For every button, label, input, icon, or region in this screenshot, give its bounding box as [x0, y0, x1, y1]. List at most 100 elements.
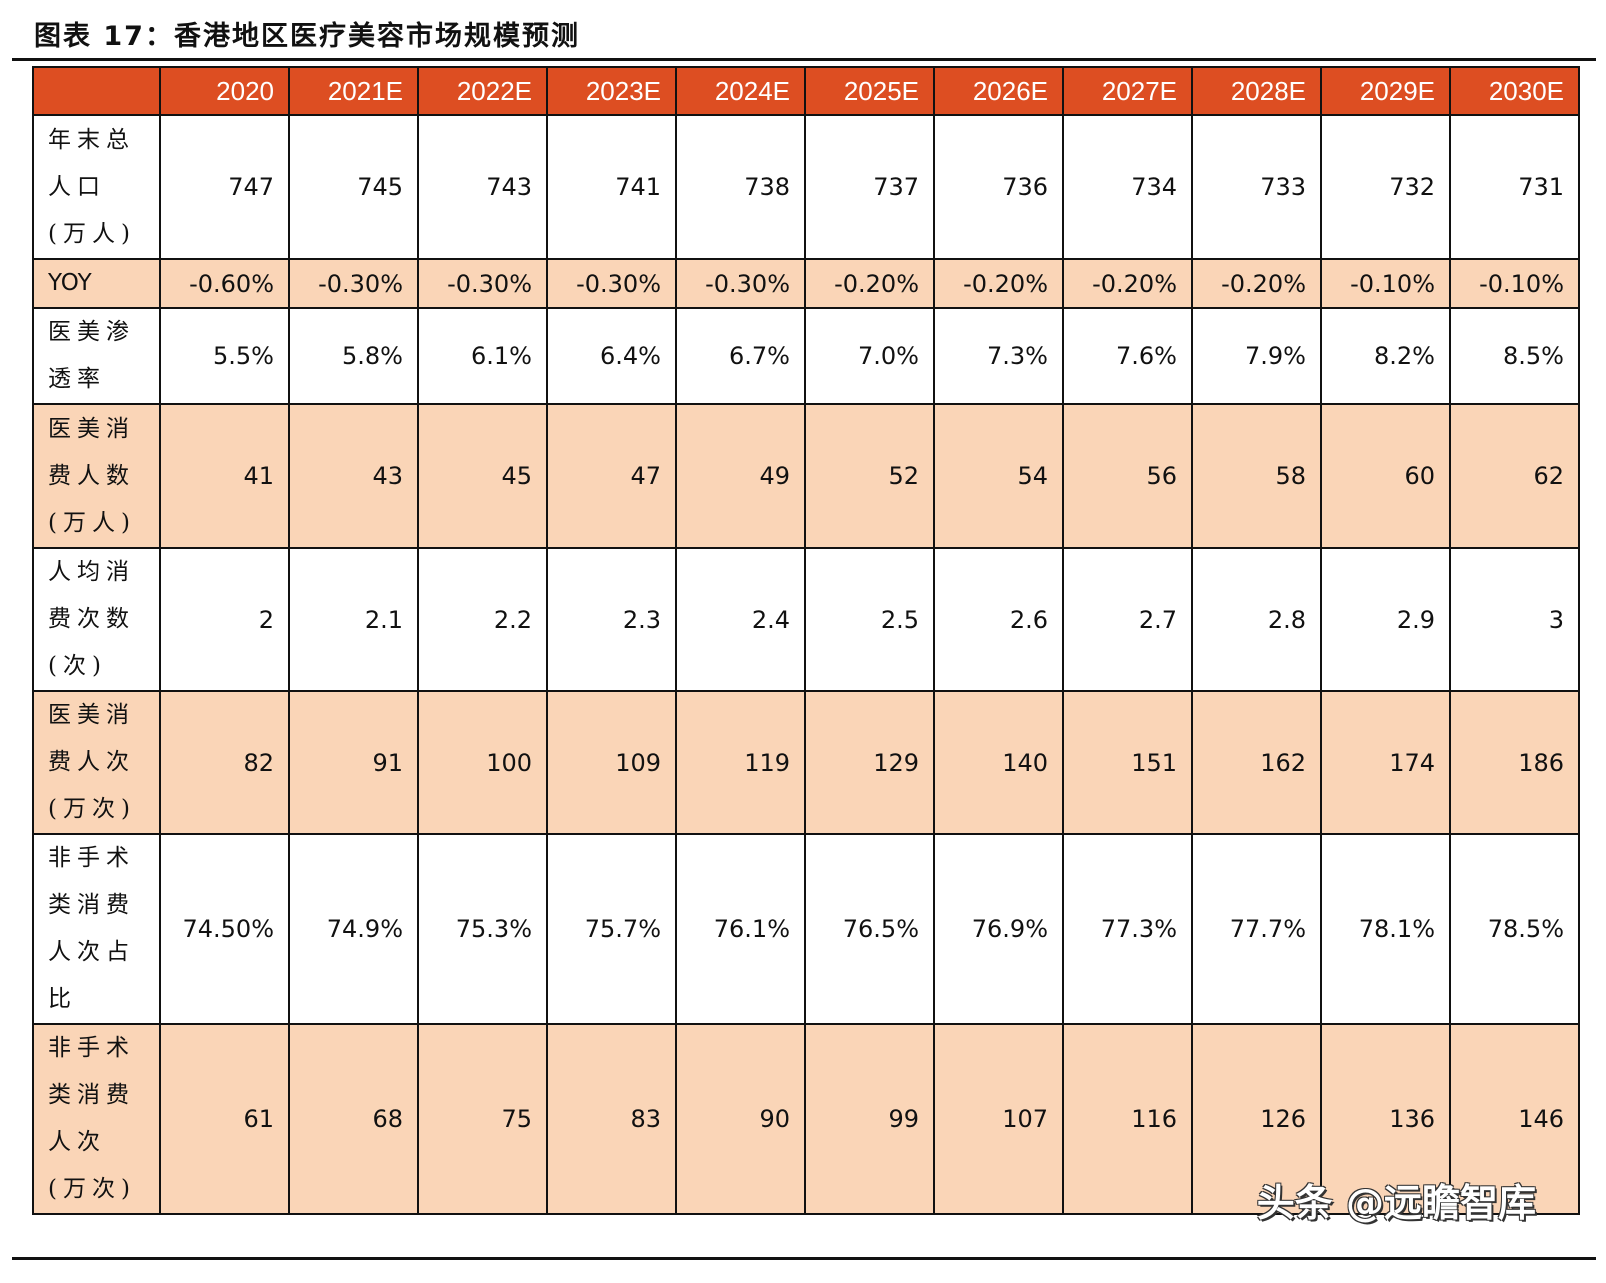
- table-cell: 45: [417, 403, 548, 549]
- table-cell: 41: [159, 403, 290, 549]
- row-label-line: 透率: [48, 366, 106, 392]
- table-cell: 68: [288, 1023, 419, 1215]
- row-label-line: 费次数: [48, 606, 135, 632]
- table-cell: 2.6: [933, 547, 1064, 692]
- header-year: 2028E: [1191, 66, 1322, 116]
- table-cell: 743: [417, 114, 548, 260]
- row-label-line: (万人): [48, 509, 136, 536]
- header-year: 2022E: [417, 66, 548, 116]
- table-cell: 100: [417, 690, 548, 835]
- table-cell: -0.30%: [675, 258, 806, 309]
- table-cell: 732: [1320, 114, 1451, 260]
- row-label-line: (万次): [48, 796, 136, 822]
- table-cell: 56: [1062, 403, 1193, 549]
- table-cell: 75.3%: [417, 833, 548, 1025]
- table-cell: 126: [1191, 1023, 1322, 1215]
- table-cell: 75.7%: [546, 833, 677, 1025]
- row-label-line: 类消费: [48, 892, 135, 918]
- table-cell: 78.1%: [1320, 833, 1451, 1025]
- table-cell: 2.7: [1062, 547, 1193, 692]
- table-cell: 49: [675, 403, 806, 549]
- table-cell: 2.3: [546, 547, 677, 692]
- header-year: 2030E: [1449, 66, 1580, 116]
- table-row: 医美消 费人次 (万次) 82 91 100 109 119 129 140 151 162 174 18…: [32, 690, 1580, 835]
- row-label: 医美渗 透率: [32, 307, 161, 405]
- row-label-line: 比: [48, 986, 77, 1012]
- table-cell: 82: [159, 690, 290, 835]
- table-cell: 5.8%: [288, 307, 419, 405]
- row-label-line: 类消费: [48, 1082, 135, 1108]
- table-cell: -0.10%: [1449, 258, 1580, 309]
- table-cell: 731: [1449, 114, 1580, 260]
- table-cell: 747: [159, 114, 290, 260]
- table-cell: 60: [1320, 403, 1451, 549]
- table-cell: 2.2: [417, 547, 548, 692]
- table-cell: -0.20%: [1062, 258, 1193, 309]
- table-cell: 734: [1062, 114, 1193, 260]
- table-cell: 6.1%: [417, 307, 548, 405]
- table-cell: 77.3%: [1062, 833, 1193, 1025]
- row-label-line: (万人): [48, 220, 136, 247]
- table-cell: 7.0%: [804, 307, 935, 405]
- row-label-line: 人次: [48, 1129, 106, 1155]
- table-row: 非手术 类消费 人次占比 74.50% 74.9% 75.3% 75.7% 76.1% 76.5…: [32, 833, 1580, 1025]
- header-row: 2020 2021E 2022E 2023E 2024E 2025E 2026E 2027E 2…: [32, 66, 1580, 116]
- table-cell: 162: [1191, 690, 1322, 835]
- header-year: 2020: [159, 66, 290, 116]
- table-cell: 62: [1449, 403, 1580, 549]
- table-cell: 3: [1449, 547, 1580, 692]
- figure-title: 图表 17：香港地区医疗美容市场规模预测: [34, 21, 580, 52]
- row-label-line: YOY: [48, 270, 92, 296]
- row-label: 非手术类消费人次占比: [32, 833, 161, 1025]
- table-cell: 76.9%: [933, 833, 1064, 1025]
- table-cell: 76.5%: [804, 833, 935, 1025]
- forecast-table: 2020 2021E 2022E 2023E 2024E 2025E 2026E 2027E 2…: [32, 66, 1580, 1215]
- table-cell: 733: [1191, 114, 1322, 260]
- table-row: 医美消 费人数 (万人) 41 43 45 47 49 52 54 56 58 60 62: [32, 403, 1580, 549]
- row-label-line: (万次): [48, 1176, 136, 1202]
- table-cell: 136: [1320, 1023, 1451, 1215]
- table-cell: 119: [675, 690, 806, 835]
- table-row: 医美渗 透率 5.5% 5.8% 6.1% 6.4% 6.7% 7.0% 7.3% 7.6% 7.9…: [32, 307, 1580, 405]
- table-cell: 74.50%: [159, 833, 290, 1025]
- table-cell: 109: [546, 690, 677, 835]
- table-cell: 738: [675, 114, 806, 260]
- table-cell: 186: [1449, 690, 1580, 835]
- table-cell: -0.20%: [933, 258, 1064, 309]
- table-cell: 140: [933, 690, 1064, 835]
- header-year: 2021E: [288, 66, 419, 116]
- table-cell: 8.5%: [1449, 307, 1580, 405]
- table-cell: 78.5%: [1449, 833, 1580, 1025]
- table-cell: 2.1: [288, 547, 419, 692]
- table-cell: -0.20%: [804, 258, 935, 309]
- row-label-line: 人次占: [48, 939, 135, 965]
- table-cell: 47: [546, 403, 677, 549]
- table-cell: 74.9%: [288, 833, 419, 1025]
- table-cell: 61: [159, 1023, 290, 1215]
- table-row: 非手术 类消费 人次 (万次) 61 68 75 83 90 99 107 116 126 136 146: [32, 1023, 1580, 1215]
- table-cell: 6.7%: [675, 307, 806, 405]
- table-cell: 2.8: [1191, 547, 1322, 692]
- table-cell: 2: [159, 547, 290, 692]
- table-cell: 77.7%: [1191, 833, 1322, 1025]
- row-label-line: 非手术: [48, 845, 135, 871]
- table-cell: 8.2%: [1320, 307, 1451, 405]
- header-year: 2024E: [675, 66, 806, 116]
- table-cell: 7.6%: [1062, 307, 1193, 405]
- table-cell: -0.30%: [417, 258, 548, 309]
- table-cell: 107: [933, 1023, 1064, 1215]
- header-year: 2026E: [933, 66, 1064, 116]
- table-cell: 6.4%: [546, 307, 677, 405]
- table-cell: 75: [417, 1023, 548, 1215]
- table-row: 人均消 费次数 (次) 2 2.1 2.2 2.3 2.4 2.5 2.6 2.7 2.8 2.9 3: [32, 547, 1580, 692]
- table-cell: 5.5%: [159, 307, 290, 405]
- top-rule: [12, 58, 1596, 61]
- table-cell: 7.3%: [933, 307, 1064, 405]
- table-cell: 745: [288, 114, 419, 260]
- table-cell: 90: [675, 1023, 806, 1215]
- row-label-line: 医美消: [48, 415, 135, 442]
- row-label-line: 医美渗: [48, 319, 135, 345]
- table-cell: 76.1%: [675, 833, 806, 1025]
- table-cell: 129: [804, 690, 935, 835]
- table-cell: 741: [546, 114, 677, 260]
